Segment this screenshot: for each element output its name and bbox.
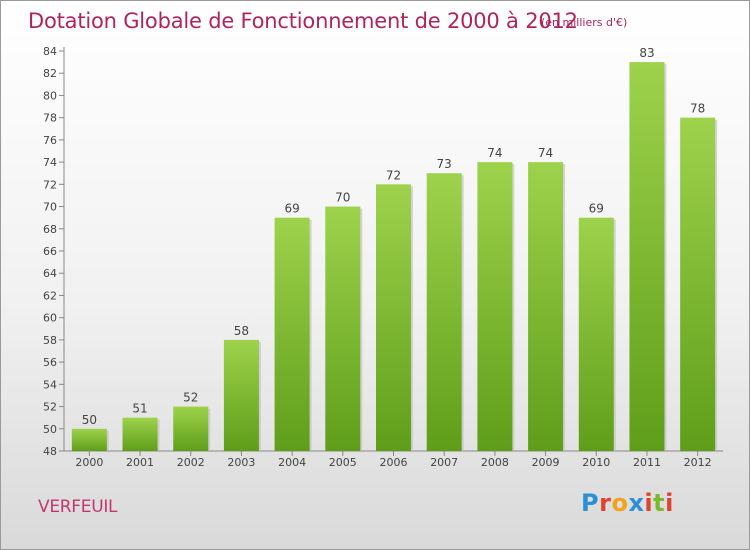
bar-2001	[122, 417, 158, 451]
axes: 48 50 52 54 56 58 60 62 64 66 68 70 72 74 76 78 80 82 84 20…	[43, 45, 723, 469]
logo-letter: P	[581, 489, 600, 517]
bar-2002	[173, 406, 209, 451]
y-tick-label: 62	[43, 289, 57, 302]
y-tick-label: 60	[43, 312, 57, 325]
x-tick-label: 2008	[481, 456, 509, 469]
bar-2000	[71, 428, 107, 451]
x-tick-label: 2007	[430, 456, 458, 469]
data-label: 58	[234, 324, 249, 338]
x-tick-label: 2003	[227, 456, 255, 469]
y-tick-label: 56	[43, 356, 57, 369]
y-tick-label: 52	[43, 401, 57, 414]
bar-2004	[274, 217, 310, 451]
y-tick-label: 50	[43, 423, 57, 436]
proxiti-logo: Proxiti	[581, 489, 674, 517]
bar-2003	[223, 339, 259, 451]
bar-2006	[376, 184, 411, 452]
x-tick-label: 2009	[532, 456, 560, 469]
labels: 50 51 52 58 69 70 72 73 74 74 69 83 78	[82, 46, 706, 427]
data-label: 50	[82, 413, 97, 427]
x-tick-label: 2006	[380, 456, 408, 469]
logo-letter: t	[653, 489, 666, 517]
y-tick-label: 64	[43, 267, 57, 280]
commune-name: VERFEUIL	[38, 497, 118, 517]
y-tick-label: 66	[43, 245, 57, 258]
y-tick-label: 58	[43, 334, 57, 347]
y-tick-label: 74	[43, 156, 57, 169]
y-tick-label: 48	[43, 445, 57, 458]
data-label: 74	[487, 146, 502, 160]
x-tick-label: 2000	[75, 456, 103, 469]
bars	[71, 62, 718, 452]
data-label: 83	[639, 46, 654, 60]
y-tick-label: 76	[43, 134, 57, 147]
data-label: 51	[132, 402, 147, 416]
logo-letter: i	[665, 489, 674, 517]
y-tick-label: 68	[43, 223, 57, 236]
y-tick-label: 54	[43, 378, 57, 391]
chart-subtitle: (en milliers d'€)	[541, 16, 628, 29]
y-tick-label: 84	[43, 45, 57, 58]
data-label: 72	[386, 168, 401, 182]
logo-letter: r	[599, 489, 612, 517]
data-label: 74	[538, 146, 553, 160]
data-label: 52	[183, 391, 198, 405]
data-label: 78	[690, 102, 705, 116]
bar-2005	[325, 206, 361, 451]
logo-letter: o	[611, 489, 629, 517]
data-label: 70	[335, 191, 350, 205]
y-tick-label: 82	[43, 67, 57, 80]
x-tick-label: 2002	[177, 456, 205, 469]
bar-2012	[680, 117, 716, 452]
y-tick-label: 78	[43, 112, 57, 125]
x-tick-label: 2004	[278, 456, 306, 469]
y-tick-label: 80	[43, 89, 57, 102]
x-tick-label: 2010	[582, 456, 610, 469]
y-tick-label: 72	[43, 178, 57, 191]
bar-2011	[629, 62, 665, 451]
x-tick-label: 2012	[684, 456, 712, 469]
bar-2009	[528, 162, 564, 451]
bar-2010	[578, 217, 614, 451]
bar-2008	[477, 162, 513, 451]
data-label: 73	[437, 157, 452, 171]
bar-2007	[426, 173, 462, 451]
logo-letter: x	[628, 489, 645, 517]
x-tick-label: 2005	[329, 456, 357, 469]
data-label: 69	[284, 202, 299, 216]
data-label: 69	[589, 202, 604, 216]
y-tick-label: 70	[43, 201, 57, 214]
x-tick-label: 2001	[126, 456, 154, 469]
chart-title: Dotation Globale de Fonctionnement de 20…	[28, 9, 578, 33]
x-tick-label: 2011	[633, 456, 661, 469]
logo-letter: i	[644, 489, 654, 517]
